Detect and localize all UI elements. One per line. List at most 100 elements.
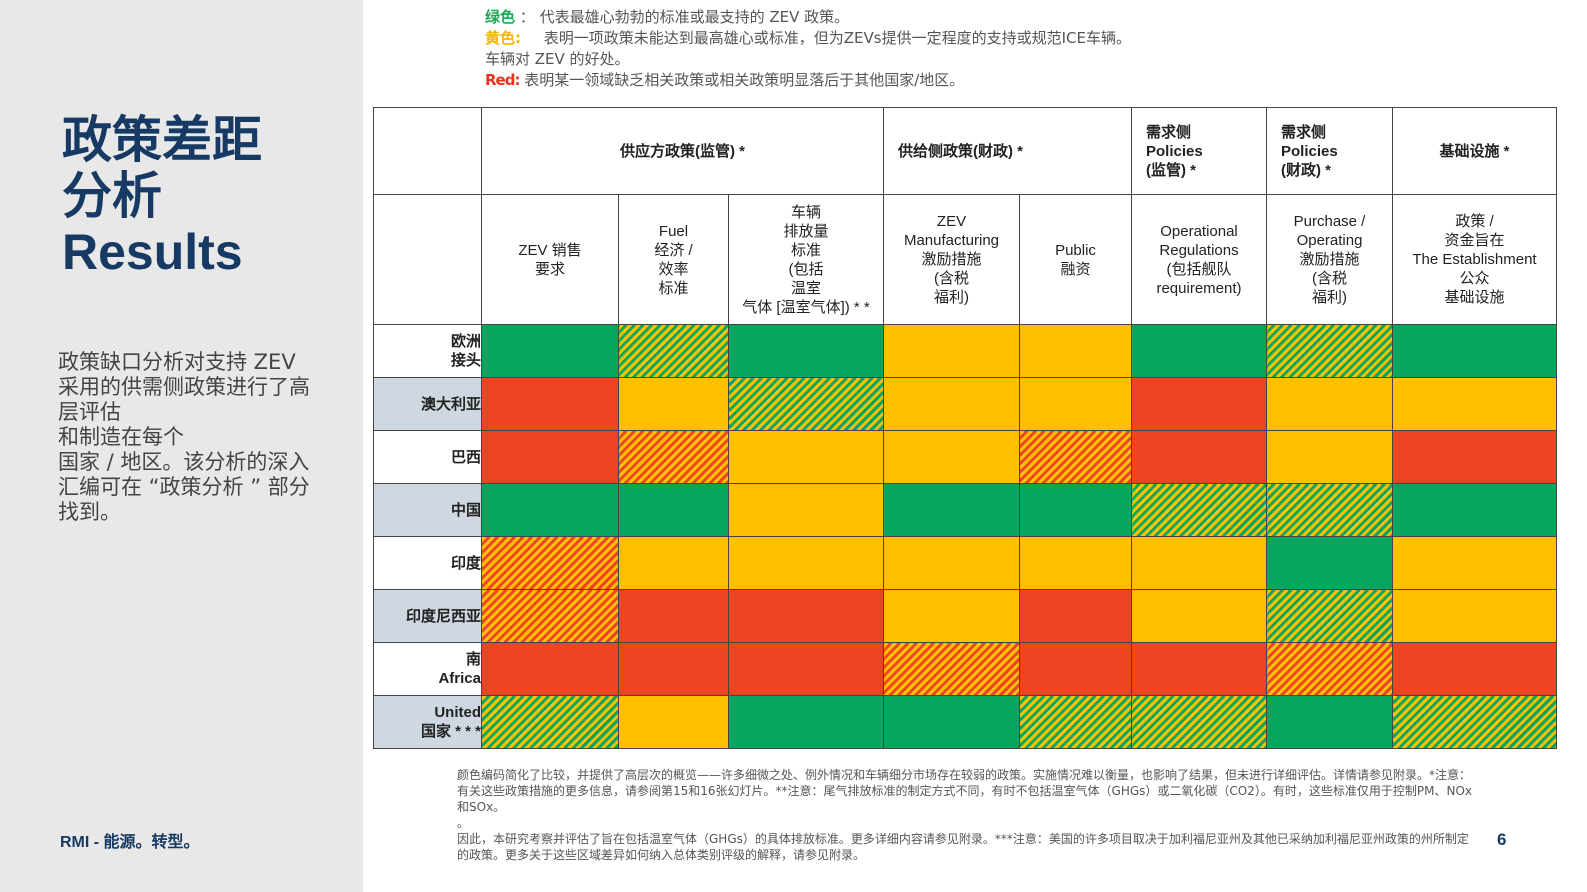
rating-cell-red bbox=[1131, 377, 1267, 431]
rating-cell-yellow bbox=[618, 377, 729, 431]
rating-cell-green-yellow bbox=[728, 377, 884, 431]
column-header-label: Fuel 经济 / 效率 标准 bbox=[654, 222, 693, 297]
rating-cell-yellow bbox=[728, 483, 884, 537]
brand-footer: RMI - 能源。转型。 bbox=[60, 834, 200, 851]
rating-cell-green-yellow bbox=[1266, 324, 1393, 378]
rating-cell-green bbox=[618, 483, 729, 537]
legend-yellow-continued: 车辆对 ZEV 的好处。 bbox=[485, 50, 630, 68]
footnote: 颜色编码简化了比较，并提供了高层次的概览——许多细微之处、例外情况和车辆细分市场… bbox=[457, 767, 1477, 863]
sidebar-panel bbox=[0, 0, 363, 892]
rating-cell-green-yellow bbox=[618, 324, 729, 378]
table-corner bbox=[373, 194, 482, 325]
rating-cell-green-yellow bbox=[1019, 695, 1132, 749]
table-row: 澳大利亚 bbox=[373, 377, 1557, 431]
column-header-label: Purchase / Operating 激励措施 (含税 福利) bbox=[1293, 213, 1366, 306]
rating-cell-green-yellow bbox=[1266, 483, 1393, 537]
rating-cell-yellow bbox=[1019, 377, 1132, 431]
group-header: 供给侧政策(财政) * bbox=[883, 107, 1132, 195]
footnote-paragraph: 。 bbox=[457, 816, 470, 830]
description-line: 和制造在每个 bbox=[58, 425, 184, 449]
legend-green: 绿色 ： 代表最雄心勃勃的标准或最支持的 ZEV 政策。 bbox=[485, 7, 1131, 28]
rating-cell-red-yellow bbox=[481, 536, 619, 590]
legend-red-label: Red: bbox=[485, 71, 520, 89]
page-number: 6 bbox=[1497, 830, 1507, 849]
rating-cell-yellow bbox=[1131, 536, 1267, 590]
policy-gap-table: 供应方政策(监管) * 供给侧政策(财政) * 需求侧 Policies (监管… bbox=[373, 107, 1557, 749]
rating-cell-yellow bbox=[618, 536, 729, 590]
rating-cell-yellow bbox=[1266, 430, 1393, 484]
title-line-1: 政策差距 bbox=[62, 112, 262, 168]
table-body: 欧洲 接头 澳大利亚 巴西 中国 印度 印度尼西亚南 Africa United 国家 * … bbox=[373, 324, 1557, 749]
rating-cell-red bbox=[1392, 642, 1557, 696]
rating-cell-yellow bbox=[883, 377, 1020, 431]
rating-cell-yellow bbox=[1392, 589, 1557, 643]
legend-red-text: 表明某一领域缺乏相关政策或相关政策明显落后于其他国家/地区。 bbox=[524, 71, 965, 89]
legend-yellow-text: 表明一项政策未能达到最高雄心或标准，但为ZEVs提供一定程度的支持或规范ICE车… bbox=[543, 29, 1131, 47]
footnote-paragraph: 因此，本研究考察并评估了旨在包括温室气体（GHGs）的具体排放标准。更多详细内容… bbox=[457, 832, 1469, 862]
legend-green-text: ： 代表最雄心勃勃的标准或最支持的 ZEV 政策。 bbox=[519, 8, 850, 26]
rating-cell-yellow bbox=[1131, 589, 1267, 643]
group-header-label: 供应方政策(监管) * bbox=[620, 142, 745, 160]
rating-cell-red-yellow bbox=[618, 430, 729, 484]
column-header: Fuel 经济 / 效率 标准 bbox=[618, 194, 729, 325]
country-label: 欧洲 接头 bbox=[373, 324, 482, 378]
rating-cell-red-yellow bbox=[883, 642, 1020, 696]
rating-cell-red bbox=[728, 642, 884, 696]
table-row: 欧洲 接头 bbox=[373, 324, 1557, 378]
group-header-label: 需求侧 Policies (财政) * bbox=[1281, 123, 1338, 179]
rating-cell-yellow bbox=[1266, 377, 1393, 431]
rating-cell-red bbox=[481, 642, 619, 696]
rating-cell-green bbox=[883, 695, 1020, 749]
rating-cell-red bbox=[1019, 642, 1132, 696]
rating-cell-green-yellow bbox=[1131, 483, 1267, 537]
rating-cell-yellow bbox=[618, 695, 729, 749]
country-label: 南 Africa bbox=[373, 642, 482, 696]
column-header: ZEV 销售 要求 bbox=[481, 194, 619, 325]
rating-cell-yellow bbox=[728, 536, 884, 590]
description-line: 采用的供需侧政策进行了高 bbox=[58, 375, 310, 399]
rating-cell-red bbox=[1131, 430, 1267, 484]
column-header-label: Public 融资 bbox=[1055, 241, 1096, 278]
rating-cell-green bbox=[728, 324, 884, 378]
title-line-2: 分析 bbox=[62, 168, 162, 224]
rating-cell-red bbox=[481, 377, 619, 431]
rating-cell-red bbox=[618, 642, 729, 696]
description-line: 层评估 bbox=[58, 400, 121, 424]
column-header: 政策 / 资金旨在 The Establishment 公众 基础设施 bbox=[1392, 194, 1557, 325]
rating-cell-green bbox=[481, 483, 619, 537]
column-header-label: ZEV 销售 要求 bbox=[518, 241, 582, 278]
rating-cell-green-yellow bbox=[1266, 589, 1393, 643]
table-row: 南 Africa bbox=[373, 642, 1557, 696]
legend-red: Red: 表明某一领域缺乏相关政策或相关政策明显落后于其他国家/地区。 bbox=[485, 70, 1131, 91]
rating-cell-green-yellow bbox=[481, 695, 619, 749]
rating-cell-red bbox=[481, 430, 619, 484]
rating-cell-yellow bbox=[1019, 536, 1132, 590]
group-header: 需求侧 Policies (监管) * bbox=[1131, 107, 1267, 195]
country-label: 印度 bbox=[373, 536, 482, 590]
rating-cell-yellow bbox=[1392, 536, 1557, 590]
rating-cell-red-yellow bbox=[481, 589, 619, 643]
page-title: 政策差距 分析 Results bbox=[62, 112, 262, 280]
column-header-label: Operational Regulations (包括舰队 requiremen… bbox=[1156, 222, 1242, 297]
rating-cell-green-yellow bbox=[1131, 695, 1267, 749]
description-line: 汇编可在 “政策分析 ” 部分 bbox=[58, 475, 310, 499]
country-label: 巴西 bbox=[373, 430, 482, 484]
rating-cell-red bbox=[1131, 642, 1267, 696]
column-header-label: 车辆 排放量 标准 (包括 温室 气体 [温室气体]) * * bbox=[742, 203, 870, 316]
rating-cell-green bbox=[728, 695, 884, 749]
rating-cell-red bbox=[728, 589, 884, 643]
group-header: 供应方政策(监管) * bbox=[481, 107, 884, 195]
table-row: United 国家 * * * bbox=[373, 695, 1557, 749]
group-header: 基础设施 * bbox=[1392, 107, 1557, 195]
country-label: United 国家 * * * bbox=[373, 695, 482, 749]
table-row: 印度尼西亚 bbox=[373, 589, 1557, 643]
rating-cell-green bbox=[1392, 324, 1557, 378]
rating-cell-red bbox=[1392, 430, 1557, 484]
rating-cell-green bbox=[481, 324, 619, 378]
column-header: Purchase / Operating 激励措施 (含税 福利) bbox=[1266, 194, 1393, 325]
rating-cell-red-yellow bbox=[1266, 642, 1393, 696]
group-header-label: 供给侧政策(财政) * bbox=[898, 142, 1023, 160]
group-header: 需求侧 Policies (财政) * bbox=[1266, 107, 1393, 195]
country-label: 印度尼西亚 bbox=[373, 589, 482, 643]
description-line: 国家 / 地区。该分析的深入 bbox=[58, 450, 310, 474]
